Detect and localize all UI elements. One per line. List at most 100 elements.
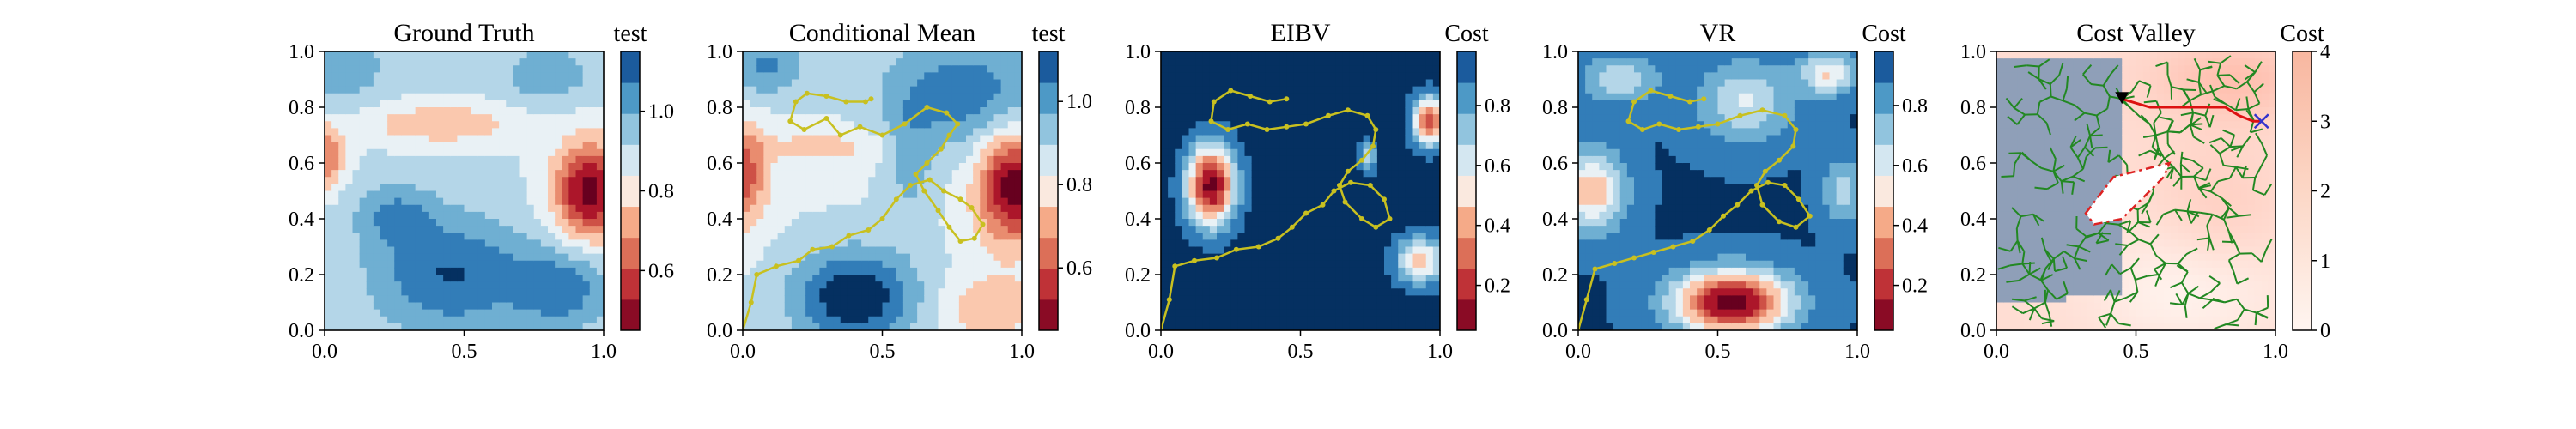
heatmap-cell xyxy=(589,226,598,233)
heatmap-cell xyxy=(1376,197,1385,206)
heatmap-cell xyxy=(1273,239,1280,248)
heatmap-cell xyxy=(555,233,562,240)
heatmap-cell xyxy=(987,295,995,304)
heatmap-cell xyxy=(958,93,967,101)
heatmap-cell xyxy=(966,281,974,289)
trajectory-point xyxy=(843,99,849,105)
heatmap-cell xyxy=(743,65,750,73)
heatmap-cell xyxy=(471,155,479,164)
heatmap-cell xyxy=(1279,239,1287,248)
heatmap-cell xyxy=(777,190,786,199)
heatmap-cell xyxy=(750,58,757,66)
heatmap-cell xyxy=(1314,177,1322,184)
heatmap-cell xyxy=(568,135,577,143)
heatmap-cell xyxy=(1425,163,1434,171)
heatmap-cell xyxy=(777,114,786,122)
heatmap-cell xyxy=(1195,302,1204,311)
heatmap-cell xyxy=(1314,107,1322,115)
heatmap-cell xyxy=(750,170,757,178)
heatmap-cell xyxy=(889,226,897,233)
heatmap-cell xyxy=(477,65,486,73)
heatmap-cell xyxy=(526,86,535,94)
heatmap-cell xyxy=(1230,170,1238,178)
heatmap-cell xyxy=(526,51,535,59)
heatmap-cell xyxy=(1244,155,1253,164)
heatmap-cell xyxy=(548,170,556,178)
heatmap-cell xyxy=(484,253,493,262)
heatmap-cell xyxy=(777,100,786,108)
heatmap-cell xyxy=(513,204,521,213)
heatmap-cell xyxy=(526,295,535,304)
heatmap-cell xyxy=(1419,148,1427,157)
heatmap-cell xyxy=(345,51,354,59)
heatmap-cell xyxy=(868,267,876,275)
heatmap-cell xyxy=(938,190,946,199)
heatmap-cell xyxy=(1224,260,1231,269)
heatmap-cell xyxy=(568,51,577,59)
heatmap-cell xyxy=(331,58,339,66)
heatmap-cell xyxy=(1328,100,1336,108)
heatmap-cell xyxy=(1356,239,1364,248)
heatmap-cell xyxy=(973,65,981,73)
heatmap-cell xyxy=(826,288,835,296)
heatmap-cell xyxy=(325,114,332,122)
heatmap-cell xyxy=(868,72,876,81)
heatmap-cell xyxy=(373,190,381,199)
heatmap-cell xyxy=(562,86,569,94)
heatmap-cell xyxy=(1237,190,1246,199)
heatmap-cell xyxy=(1370,204,1378,213)
heatmap-cell xyxy=(1314,211,1322,220)
heatmap-cell xyxy=(366,79,374,88)
heatmap-cell xyxy=(1405,309,1413,317)
heatmap-cell xyxy=(1314,184,1322,192)
heatmap-cell xyxy=(443,100,451,108)
heatmap-cell xyxy=(1217,267,1224,275)
heatmap-cell xyxy=(366,309,374,317)
heatmap-cell xyxy=(784,148,793,157)
heatmap-cell xyxy=(1237,197,1246,206)
heatmap-cell xyxy=(366,211,374,220)
heatmap-cell xyxy=(743,267,750,275)
heatmap-cell xyxy=(436,219,444,227)
heatmap-cell xyxy=(854,226,862,233)
heatmap-cell xyxy=(993,323,1002,330)
heatmap-cell xyxy=(331,163,339,171)
heatmap-cell xyxy=(1321,163,1329,171)
heatmap-cell xyxy=(1224,58,1231,66)
heatmap-cell xyxy=(540,323,549,330)
heatmap-cell xyxy=(582,135,591,143)
heatmap-cell xyxy=(562,288,569,296)
heatmap-cell xyxy=(1432,163,1440,171)
heatmap-cell xyxy=(993,211,1002,220)
heatmap-cell xyxy=(471,86,479,94)
heatmap-cell xyxy=(1432,86,1440,94)
heatmap-cell xyxy=(1307,184,1315,192)
heatmap-cell xyxy=(1300,135,1309,143)
heatmap-cell xyxy=(1391,100,1399,108)
heatmap-cell xyxy=(770,246,779,255)
heatmap-cell xyxy=(1188,128,1197,136)
heatmap-cell xyxy=(1370,148,1378,157)
heatmap-cell xyxy=(993,170,1002,178)
heatmap-cell xyxy=(1286,58,1294,66)
heatmap-cell xyxy=(1349,260,1358,269)
heatmap-cell xyxy=(533,260,542,269)
heatmap-cell xyxy=(784,275,793,282)
heatmap-cell xyxy=(325,302,332,311)
heatmap-cell xyxy=(833,51,841,59)
heatmap-cell xyxy=(457,148,465,157)
heatmap-cell xyxy=(993,260,1002,269)
heatmap-cell xyxy=(966,323,974,330)
heatmap-cell xyxy=(966,267,974,275)
heatmap-cell xyxy=(1251,65,1260,73)
heatmap-cell xyxy=(1432,142,1440,150)
heatmap-cell xyxy=(499,135,507,143)
heatmap-cell xyxy=(338,211,346,220)
heatmap-cell xyxy=(1224,253,1231,262)
heatmap-cell xyxy=(987,148,995,157)
heatmap-cell xyxy=(1349,233,1358,240)
heatmap-cell xyxy=(1405,316,1413,324)
heatmap-cell xyxy=(519,121,528,129)
heatmap-cell xyxy=(889,253,897,262)
heatmap-cell xyxy=(477,51,486,59)
